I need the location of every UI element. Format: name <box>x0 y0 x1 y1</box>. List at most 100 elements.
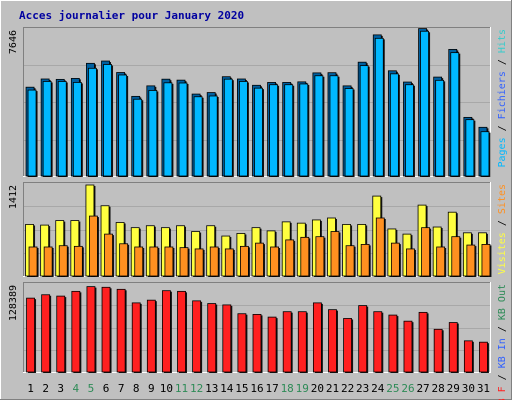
sites-bar <box>209 246 219 277</box>
sites-bar <box>58 245 68 277</box>
kb-bar <box>192 300 202 373</box>
legend-fichiers: Fichiers <box>497 71 508 119</box>
day-label: 4 <box>73 382 80 395</box>
day-label: 28 <box>432 382 445 395</box>
day-label: 21 <box>326 382 339 395</box>
kb-bar <box>282 311 292 373</box>
pages-bar <box>435 79 445 177</box>
sites-bar <box>194 248 204 277</box>
pages-legend: Pages / Fichiers / Hits <box>497 29 508 168</box>
day-label: 22 <box>341 382 354 395</box>
sites-bar <box>134 246 144 277</box>
day-label: 1 <box>27 382 34 395</box>
sites-bar <box>466 244 476 277</box>
pages-bar <box>27 89 37 177</box>
kb-bar <box>86 286 96 373</box>
sites-bar <box>28 246 38 277</box>
day-label: 13 <box>205 382 218 395</box>
day-label: 18 <box>281 382 294 395</box>
kb-bar <box>222 304 232 373</box>
pages-bar <box>405 84 414 177</box>
day-label: 11 <box>175 382 188 395</box>
day-label: 27 <box>416 382 429 395</box>
day-label: 10 <box>160 382 173 395</box>
pages-bar <box>239 81 248 177</box>
sites-bar <box>224 248 234 277</box>
day-label: 29 <box>447 382 460 395</box>
pages-bar <box>133 98 143 177</box>
sites-bar <box>421 227 430 277</box>
day-label: 5 <box>88 382 95 395</box>
day-label: 30 <box>462 382 475 395</box>
pages-bar <box>254 87 263 177</box>
sites-bar <box>149 246 159 277</box>
day-label: 17 <box>265 382 278 395</box>
kb-bar <box>463 340 473 373</box>
kb-bar <box>177 290 186 373</box>
legend-pages: Pages <box>497 137 508 167</box>
sites-bar <box>436 246 446 277</box>
sites-bar <box>345 245 355 277</box>
pages-bar <box>118 74 128 177</box>
sites-bar <box>104 233 113 277</box>
kb-bar <box>448 322 458 373</box>
kb-bar <box>101 286 111 373</box>
visits-legend: Visites / Sites <box>497 184 508 274</box>
sites-bar <box>300 236 310 277</box>
day-label: 12 <box>190 382 203 395</box>
sites-bar <box>315 236 325 277</box>
sites-bar <box>119 243 129 277</box>
pages-bar <box>42 81 52 177</box>
day-label: 19 <box>296 382 309 395</box>
day-label: 3 <box>57 382 64 395</box>
pages-bar <box>163 82 173 177</box>
sites-bar <box>240 245 249 277</box>
pages-bar <box>88 67 97 177</box>
day-label: 25 <box>386 382 399 395</box>
kb-bar <box>252 314 262 373</box>
legend-sites: Sites <box>497 184 508 214</box>
kb-bar <box>131 302 141 373</box>
day-label: 23 <box>356 382 369 395</box>
sites-bar <box>43 246 53 277</box>
kb-bar <box>26 297 35 373</box>
day-label: 2 <box>42 382 49 395</box>
sites-bar <box>330 231 340 277</box>
pages-bar <box>374 37 384 177</box>
day-label: 8 <box>133 382 140 395</box>
day-label: 16 <box>250 382 263 395</box>
kb-bar <box>207 303 217 373</box>
day-label: 7 <box>118 382 125 395</box>
sites-bar <box>390 242 400 277</box>
pages-bar <box>193 96 203 177</box>
pages-bar <box>299 83 309 177</box>
pages-max-label: 7646 <box>8 30 19 54</box>
pages-bar <box>103 64 112 177</box>
pages-bar <box>314 75 324 177</box>
pages-bar <box>480 131 490 177</box>
kb-bar <box>479 341 488 373</box>
kb-bar <box>388 314 398 373</box>
sites-bar <box>285 239 295 277</box>
sites-bar <box>89 215 98 277</box>
kb-bar <box>56 295 66 373</box>
kb-bar <box>433 328 443 373</box>
kb-bar <box>297 311 307 373</box>
day-label: 31 <box>477 382 490 395</box>
sites-bar <box>406 248 415 277</box>
kb-bar <box>146 299 156 373</box>
day-label: 9 <box>148 382 155 395</box>
kb-bar <box>403 320 413 373</box>
sites-bar <box>360 244 370 277</box>
day-label: 20 <box>311 382 324 395</box>
kb-legend: KB F / KB In / KB Out <box>497 284 508 400</box>
pages-bar <box>57 81 67 177</box>
kb-bar <box>358 305 368 373</box>
kb-bar <box>237 313 247 373</box>
day-label: 15 <box>235 382 248 395</box>
pages-bar <box>269 84 278 177</box>
kb-bar <box>343 318 352 373</box>
kb-max-label: 128389 <box>8 285 19 321</box>
